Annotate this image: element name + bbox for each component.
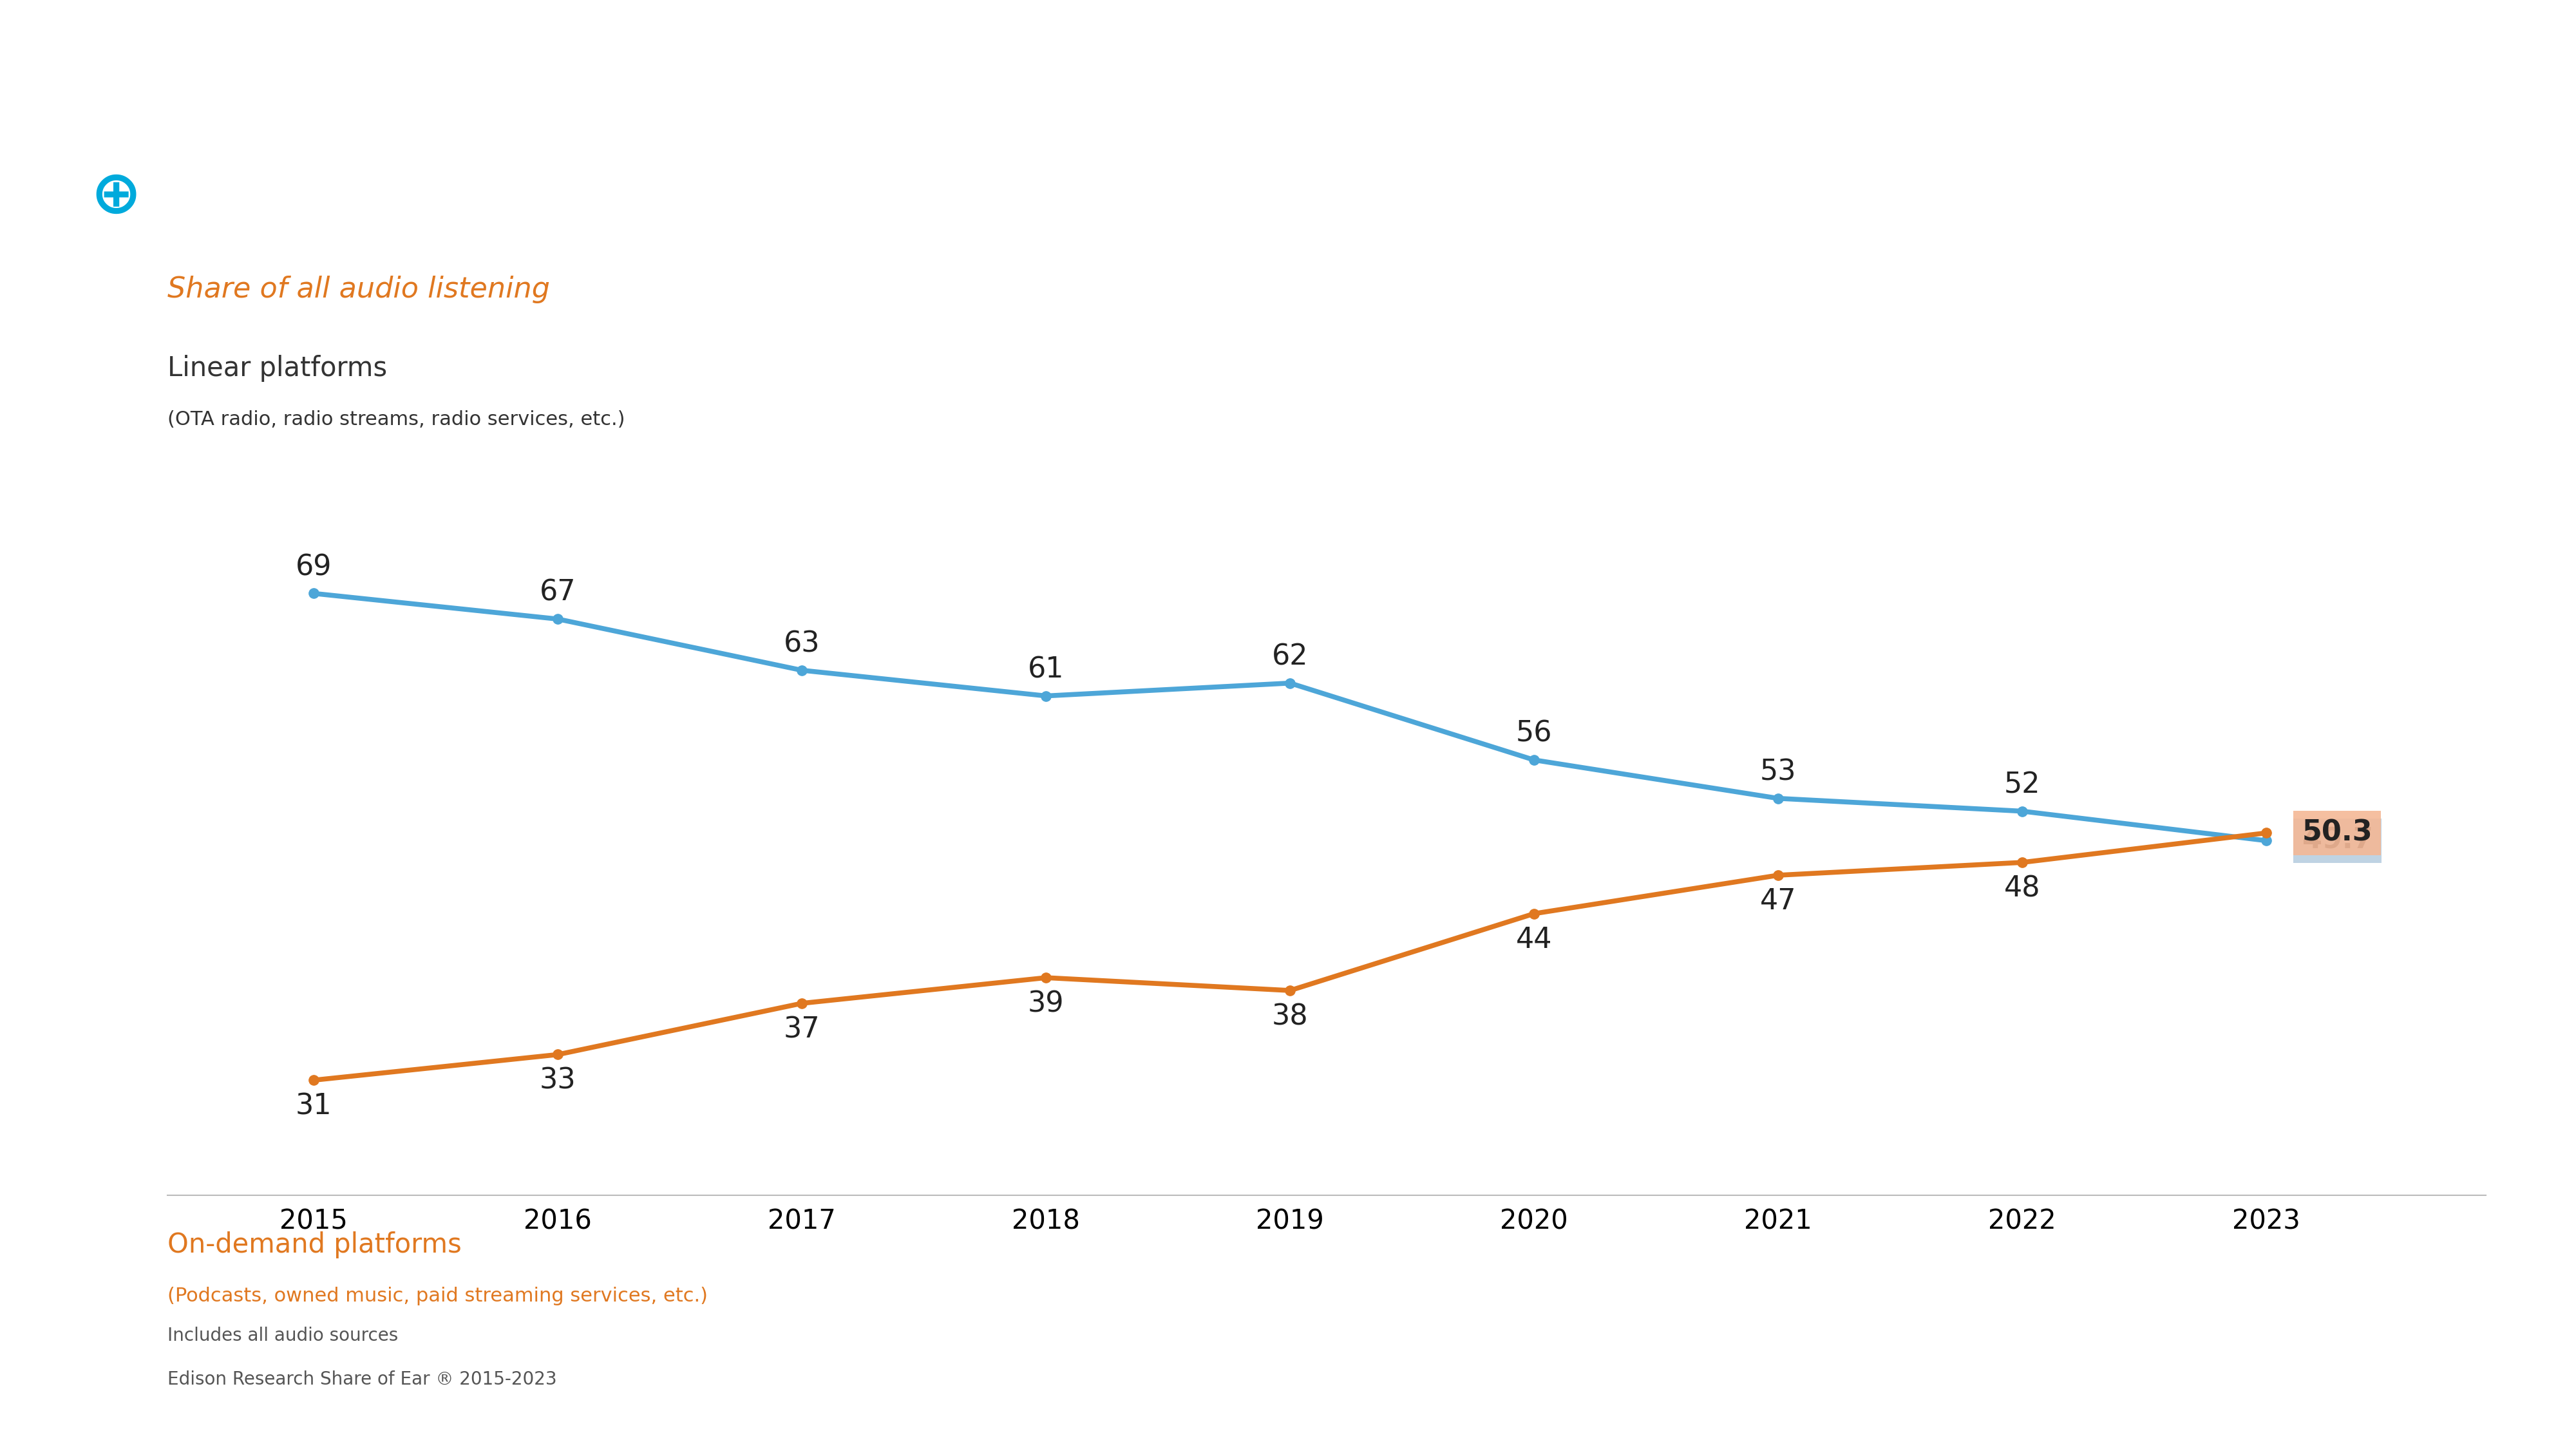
Text: 61: 61 (1028, 656, 1064, 684)
Text: 47: 47 (1759, 888, 1795, 916)
Text: Edison Research Share of Ear ® 2015-2023: Edison Research Share of Ear ® 2015-2023 (167, 1371, 556, 1388)
Text: 38: 38 (1273, 1003, 1309, 1030)
Text: 50.3: 50.3 (2303, 819, 2372, 846)
Text: 53: 53 (1759, 758, 1795, 785)
Text: with on-demand platforms than with linear: with on-demand platforms than with linea… (227, 264, 1605, 326)
Text: 48: 48 (2004, 875, 2040, 903)
Text: 56: 56 (1515, 720, 1553, 748)
Text: 52: 52 (2004, 771, 2040, 798)
Text: ⊕: ⊕ (90, 167, 142, 226)
Text: 69: 69 (296, 554, 332, 581)
Text: 49.7: 49.7 (2303, 827, 2372, 855)
Text: 67: 67 (541, 578, 577, 607)
Text: 39: 39 (1028, 990, 1064, 1017)
Text: 37: 37 (783, 1016, 819, 1043)
Text: edison
research: edison research (72, 274, 160, 313)
Text: Americans are now spending more time: Americans are now spending more time (227, 97, 1512, 159)
Text: On-demand platforms: On-demand platforms (167, 1232, 461, 1259)
Text: Share of all audio listening: Share of all audio listening (167, 275, 551, 303)
Text: Includes all audio sources: Includes all audio sources (167, 1327, 399, 1345)
Text: (Podcasts, owned music, paid streaming services, etc.): (Podcasts, owned music, paid streaming s… (167, 1287, 708, 1306)
Text: 62: 62 (1273, 643, 1309, 671)
Circle shape (52, 132, 180, 261)
Text: 31: 31 (296, 1093, 332, 1120)
Text: 33: 33 (538, 1066, 577, 1095)
Text: 63: 63 (783, 630, 819, 658)
Text: 44: 44 (1515, 926, 1553, 953)
Text: Linear platforms: Linear platforms (167, 355, 386, 383)
Text: (OTA radio, radio streams, radio services, etc.): (OTA radio, radio streams, radio service… (167, 410, 626, 429)
